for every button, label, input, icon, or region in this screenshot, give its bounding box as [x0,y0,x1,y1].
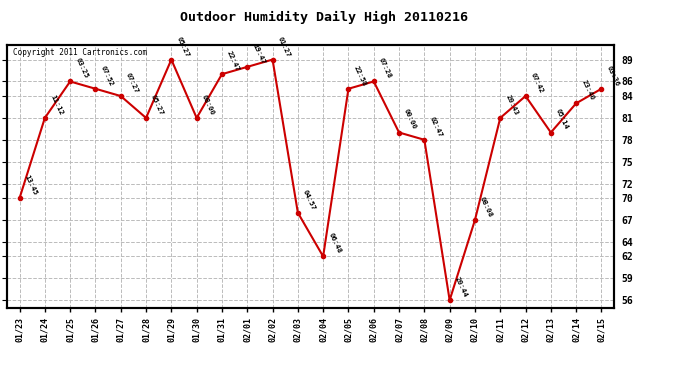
Text: 02:47: 02:47 [428,116,443,138]
Text: Outdoor Humidity Daily High 20110216: Outdoor Humidity Daily High 20110216 [180,11,469,24]
Text: 22:47: 22:47 [226,50,241,72]
Text: 07:27: 07:27 [125,72,139,94]
Text: 07:28: 07:28 [378,57,393,80]
Text: 06:48: 06:48 [327,232,342,255]
Text: 19:47: 19:47 [251,43,266,65]
Text: 23:40: 23:40 [580,79,595,102]
Text: Copyright 2011 Cartronics.com: Copyright 2011 Cartronics.com [13,48,147,57]
Text: 00:00: 00:00 [403,108,418,131]
Text: 05:27: 05:27 [175,36,190,58]
Text: 05:27: 05:27 [150,94,165,116]
Text: 11:12: 11:12 [49,94,63,116]
Text: 03:36: 03:36 [606,64,620,87]
Text: 03:25: 03:25 [75,57,89,80]
Text: 20:44: 20:44 [454,276,469,298]
Text: 05:14: 05:14 [555,108,570,131]
Text: 13:45: 13:45 [23,174,39,196]
Text: 07:42: 07:42 [530,72,544,94]
Text: 08:08: 08:08 [479,196,494,218]
Text: 01:27: 01:27 [277,36,291,58]
Text: 08:00: 08:00 [201,94,215,116]
Text: 07:52: 07:52 [99,64,115,87]
Text: 20:43: 20:43 [504,94,519,116]
Text: 04:57: 04:57 [302,189,317,211]
Text: 22:58: 22:58 [353,64,367,87]
